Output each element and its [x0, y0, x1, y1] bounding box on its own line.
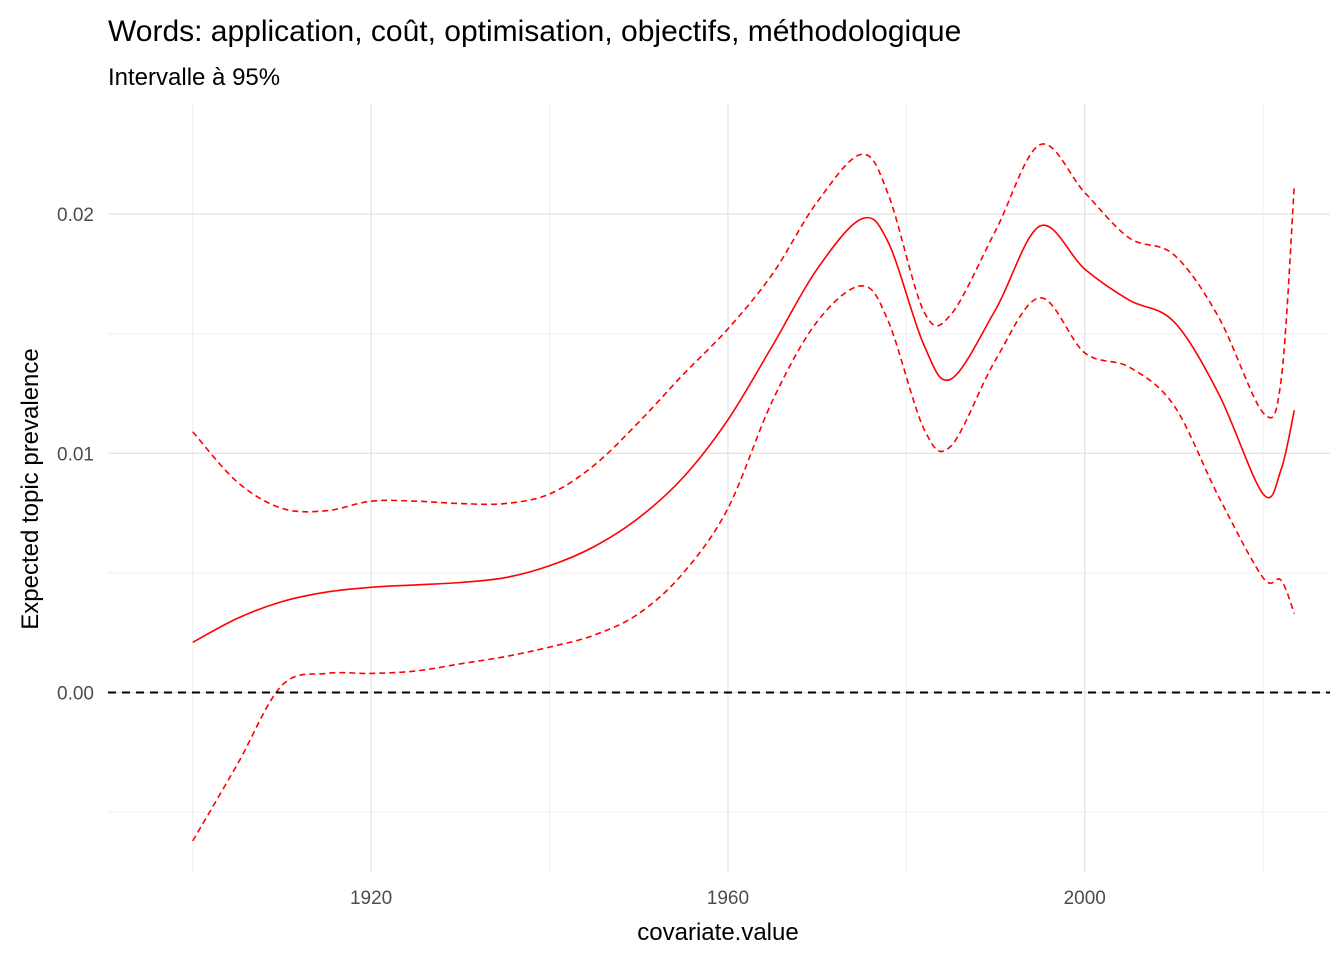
minor-gridlines	[108, 104, 1330, 872]
x-tick-label: 1920	[350, 888, 392, 909]
upper-ci-line	[192, 143, 1296, 513]
y-tick-label: 0.01	[57, 444, 94, 465]
x-tick-label: 1960	[707, 888, 749, 909]
chart-title: Words: application, coût, optimisation, …	[108, 15, 961, 48]
y-tick-label: 0.02	[57, 205, 94, 226]
y-axis-label: Expected topic prevalence	[17, 348, 44, 630]
y-axis-ticks: 0.00 0.01 0.02	[57, 205, 94, 705]
lower-ci-line	[192, 285, 1296, 842]
estimate-line	[192, 216, 1296, 644]
major-gridlines	[108, 104, 1330, 872]
x-tick-label: 2000	[1064, 888, 1106, 909]
series-layer	[192, 143, 1296, 842]
x-axis-ticks: 1920 1960 2000	[350, 888, 1106, 909]
x-axis-label: covariate.value	[637, 919, 798, 946]
y-tick-label: 0.00	[57, 684, 94, 705]
chart-subtitle: Intervalle à 95%	[108, 64, 280, 91]
